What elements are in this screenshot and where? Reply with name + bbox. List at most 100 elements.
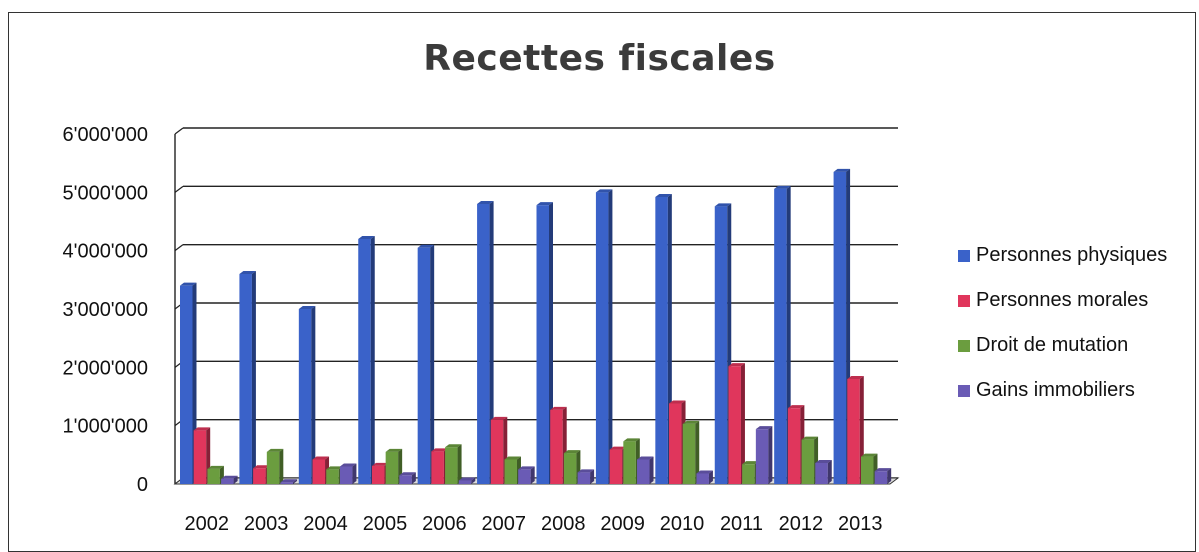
bar-top-face <box>339 463 357 467</box>
x-tick-label: 2008 <box>541 513 586 535</box>
bar-personnes-physiques-2012 <box>774 188 787 485</box>
bar-side-face <box>590 469 595 484</box>
bar-personnes-morales-2012 <box>787 408 801 484</box>
bar-gains-immobiliers-2011 <box>755 429 769 484</box>
bar-top-face <box>637 456 654 460</box>
bar-side-face <box>649 456 654 484</box>
bar-personnes-morales-2008 <box>550 409 563 484</box>
bar-top-face <box>833 168 851 172</box>
chart-title: Recettes fiscales <box>423 38 776 79</box>
bar-side-face <box>827 460 832 484</box>
bar-droit-de-mutation-2006 <box>445 447 458 484</box>
bar-top-face <box>860 453 878 457</box>
bar-top-face <box>536 202 553 206</box>
bar-personnes-morales-2011 <box>728 366 741 484</box>
x-tick-label: 2004 <box>303 513 348 535</box>
bar-gains-immobiliers-2009 <box>637 459 650 484</box>
bar-top-face <box>755 426 773 430</box>
bar-personnes-physiques-2011 <box>714 206 728 485</box>
bar-personnes-physiques-2004 <box>298 309 312 484</box>
bar-side-face <box>430 244 435 484</box>
bar-side-face <box>708 470 713 484</box>
bar-top-face <box>280 479 298 483</box>
bar-droit-de-mutation-2013 <box>860 456 874 484</box>
x-tick-label: 2010 <box>660 513 705 535</box>
bar-gains-immobiliers-2006 <box>458 480 472 484</box>
bar-droit-de-mutation-2011 <box>742 464 755 484</box>
bar-personnes-physiques-2008 <box>536 205 549 484</box>
x-tick-label: 2002 <box>184 513 229 535</box>
legend-label: Gains immobiliers <box>976 379 1135 401</box>
bar-top-face <box>207 465 224 469</box>
bar-top-face <box>696 470 713 474</box>
x-tick-label: 2009 <box>600 513 645 535</box>
bar-top-face <box>445 444 462 448</box>
bar-droit-de-mutation-2009 <box>623 441 636 484</box>
bar-gains-immobiliers-2013 <box>874 471 888 484</box>
bar-personnes-morales-2009 <box>609 449 623 484</box>
bar-top-face <box>431 448 448 452</box>
bar-top-face <box>847 376 864 379</box>
legend: Personnes physiques Personnes morales Droi… <box>958 240 1167 420</box>
gridline-depth <box>174 185 184 193</box>
bar-top-face <box>253 465 270 469</box>
bar-top-face <box>714 203 732 207</box>
bar-top-face <box>358 236 375 239</box>
bar-top-face <box>180 282 197 286</box>
x-tick-label: 2011 <box>720 513 763 535</box>
legend-swatch <box>958 339 970 352</box>
bars <box>180 168 892 485</box>
x-tick-label: 2012 <box>779 513 824 535</box>
x-tick-label: 2005 <box>363 513 408 535</box>
bar-personnes-morales-2003 <box>253 468 266 484</box>
bar-top-face <box>550 406 567 410</box>
bar-side-face <box>411 472 416 484</box>
legend-item: Gains immobiliers <box>958 375 1167 406</box>
bar-personnes-morales-2010 <box>669 403 682 484</box>
bar-side-face <box>311 306 316 484</box>
bar-personnes-morales-2007 <box>490 419 504 484</box>
bar-top-face <box>682 420 700 424</box>
bar-side-face <box>279 448 284 484</box>
bar-personnes-physiques-2010 <box>655 197 668 484</box>
bar-personnes-physiques-2013 <box>833 171 847 484</box>
bar-droit-de-mutation-2010 <box>682 423 696 484</box>
legend-swatch <box>958 249 970 262</box>
bar-top-face <box>815 460 832 463</box>
gridline-depth <box>174 244 184 252</box>
legend-label: Personnes morales <box>976 289 1149 311</box>
bar-personnes-physiques-2003 <box>239 274 252 484</box>
bar-personnes-morales-2013 <box>847 379 860 484</box>
bar-personnes-physiques-2009 <box>595 192 609 485</box>
bar-top-face <box>563 450 581 454</box>
bar-side-face <box>233 475 238 484</box>
bar-gains-immobiliers-2010 <box>696 473 709 484</box>
bar-top-face <box>239 271 256 274</box>
bar-gains-immobiliers-2005 <box>399 475 412 484</box>
bar-top-face <box>623 438 640 442</box>
y-tick-label: 2'000'000 <box>63 357 149 379</box>
bar-personnes-physiques-2002 <box>180 285 193 484</box>
bar-gains-immobiliers-2004 <box>339 466 353 484</box>
bar-top-face <box>787 405 805 409</box>
bar-top-face <box>193 427 211 431</box>
legend-item: Droit de mutation <box>958 330 1167 361</box>
bar-top-face <box>655 194 672 197</box>
bar-droit-de-mutation-2003 <box>266 451 280 484</box>
bar-side-face <box>471 477 476 484</box>
bar-gains-immobiliers-2007 <box>518 469 531 484</box>
bar-side-face <box>489 201 494 484</box>
bar-side-face <box>608 189 613 485</box>
bar-top-face <box>874 468 892 472</box>
bar-top-face <box>504 456 521 460</box>
bar-side-face <box>768 426 773 484</box>
x-tick-label: 2013 <box>838 513 883 535</box>
bar-side-face <box>457 444 462 484</box>
bar-top-face <box>326 466 343 470</box>
bar-top-face <box>669 400 686 404</box>
legend-item: Personnes physiques <box>958 240 1167 271</box>
bar-top-face <box>490 416 508 420</box>
y-tick-label: 5'000'000 <box>63 182 149 204</box>
legend-item: Personnes morales <box>958 285 1167 316</box>
bar-top-face <box>742 461 759 465</box>
